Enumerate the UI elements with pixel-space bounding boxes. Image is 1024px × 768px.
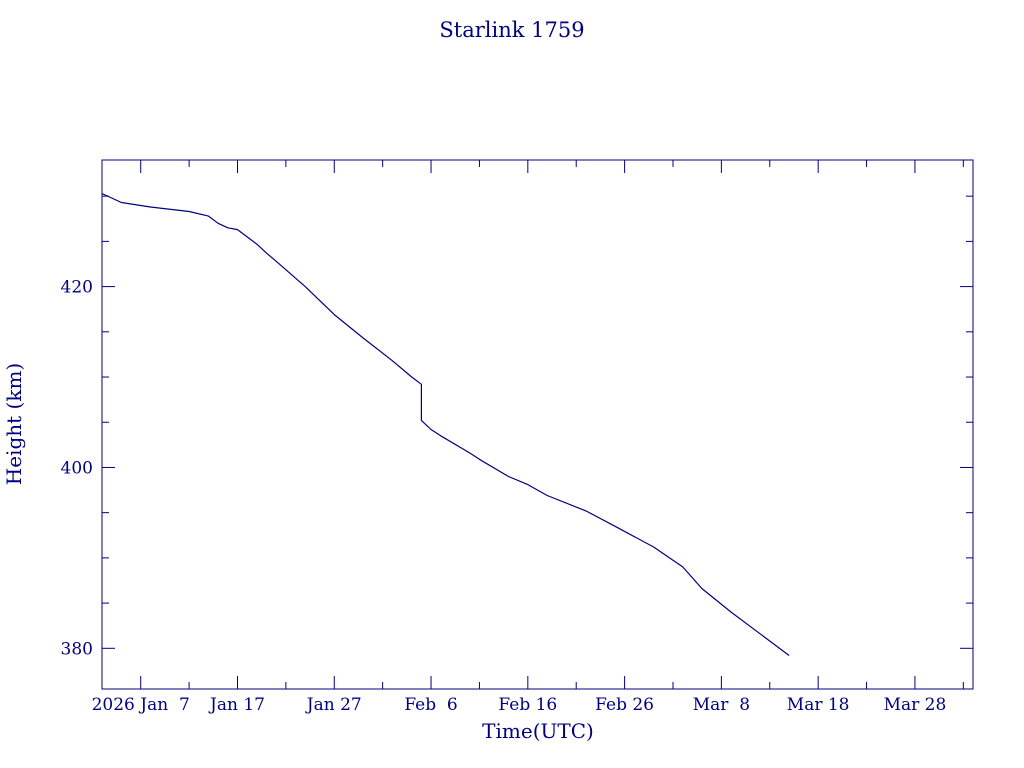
chart-title: Starlink 1759	[439, 18, 584, 42]
plot-frame	[101, 159, 974, 690]
x-tick-label: Feb 6	[404, 695, 457, 715]
x-axis-label: Time(UTC)	[482, 719, 594, 743]
x-tick-label: Mar 18	[787, 695, 850, 715]
y-axis-label: Height (km)	[2, 363, 26, 485]
y-axis: 380 400 420	[61, 195, 973, 659]
plot-area	[101, 192, 790, 656]
height-series-line	[101, 192, 790, 656]
x-tick-label: Jan 27	[305, 695, 362, 715]
y-tick-label: 420	[61, 278, 93, 298]
x-tick-label: Mar 28	[884, 695, 947, 715]
x-axis: 2026 Jan 7 Jan 17 Jan 27 Feb 6 Feb 16 Feb 26 M…	[92, 160, 964, 715]
y-tick-label: 380	[61, 639, 93, 659]
x-tick-label: 2026 Jan 7	[92, 695, 190, 715]
y-tick-label: 400	[61, 458, 93, 478]
x-tick-label: Mar 8	[693, 695, 750, 715]
x-tick-label: Jan 17	[208, 695, 265, 715]
x-tick-label: Feb 16	[498, 695, 557, 715]
x-tick-label: Feb 26	[595, 695, 654, 715]
